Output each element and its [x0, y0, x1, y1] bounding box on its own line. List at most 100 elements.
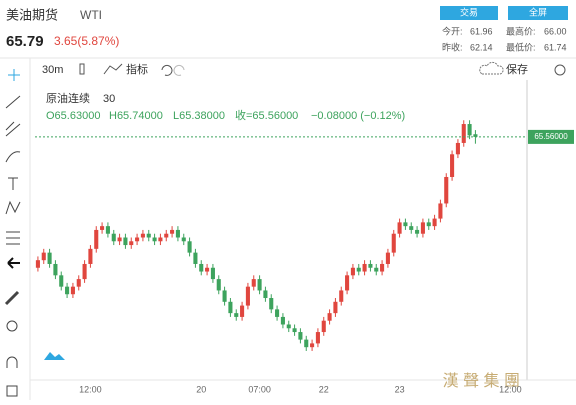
candle-body: [187, 241, 192, 253]
magnet-tool[interactable]: [6, 356, 18, 368]
candle-body: [222, 290, 227, 302]
candle-body: [420, 222, 425, 234]
ruler-tool[interactable]: [4, 290, 20, 306]
instrument-code: WTI: [80, 8, 102, 22]
zoom-tool[interactable]: [6, 320, 18, 332]
candle-body: [345, 275, 350, 291]
fullscreen-label[interactable]: 全屏: [529, 6, 547, 17]
cloud-icon[interactable]: [479, 61, 504, 75]
x-tick-label: 12:00: [79, 384, 102, 394]
candle-body: [240, 305, 245, 317]
candle-body: [210, 267, 215, 280]
candle-body: [59, 275, 64, 287]
stat-label: 最高价:: [506, 25, 536, 36]
candle-body: [380, 263, 385, 272]
candle-body: [321, 320, 326, 333]
candle-body: [409, 226, 414, 230]
candle-body: [292, 328, 297, 333]
stat-label: 今开:: [442, 25, 463, 36]
text-tool[interactable]: [8, 177, 18, 190]
brush-tool[interactable]: [5, 151, 21, 163]
measure-tool[interactable]: [6, 231, 20, 245]
candle-body: [397, 222, 402, 234]
candle-icon[interactable]: [79, 63, 85, 75]
candle-body: [368, 263, 373, 268]
candle-body: [234, 313, 239, 317]
candle-body: [263, 290, 268, 299]
candle-body: [164, 233, 169, 238]
indicator-icon[interactable]: [103, 63, 123, 75]
candle-body: [70, 286, 75, 295]
candle-body: [298, 332, 303, 340]
candle-body: [333, 301, 338, 314]
candle-body: [140, 233, 145, 238]
candle-body: [175, 229, 180, 238]
candle-body: [275, 309, 280, 317]
trade-label[interactable]: 交易: [460, 6, 478, 17]
legend-interval: 30: [103, 93, 115, 105]
candle-body: [105, 226, 110, 234]
candle-body: [403, 222, 408, 227]
candle-body: [438, 203, 443, 219]
candle-body: [385, 252, 390, 264]
x-tick-label: 20: [196, 384, 206, 394]
interval-button[interactable]: 30m: [42, 64, 63, 76]
price-label: 65.56000: [534, 132, 568, 141]
candle-body: [286, 324, 291, 329]
save-button[interactable]: 保存: [506, 62, 528, 76]
line-tool[interactable]: [5, 95, 21, 109]
legend-close: 收=65.56000: [235, 108, 298, 122]
candle-body: [100, 226, 105, 230]
candle-body: [117, 237, 122, 242]
candle-body: [53, 263, 58, 276]
stat-value: 61.74: [544, 42, 567, 52]
candle-body: [251, 279, 256, 287]
logo: [44, 352, 65, 360]
candle-body: [391, 233, 396, 253]
back-tool[interactable]: [7, 257, 20, 269]
stat-value: 62.14: [470, 42, 493, 52]
candle-body: [444, 176, 449, 204]
instrument-name: 美油期货: [6, 7, 58, 22]
legend-open: O65.63000: [46, 110, 100, 122]
x-tick-label: 07:00: [248, 384, 271, 394]
legend-change: −0.08000 (−0.12%): [311, 110, 405, 122]
candle-body: [199, 263, 204, 272]
candle-body: [304, 339, 309, 348]
legend-low: L65.38000: [173, 110, 225, 122]
x-tick-label: 22: [319, 384, 329, 394]
stat-label: 最低价:: [506, 41, 536, 52]
undo-icon[interactable]: [161, 64, 173, 76]
candle-body: [327, 313, 332, 321]
indicator-button[interactable]: 指标: [126, 62, 148, 76]
candle-body: [135, 237, 140, 242]
candle-body: [216, 279, 221, 291]
trade-button[interactable]: [440, 6, 498, 20]
candle-body: [170, 229, 175, 234]
candle-body: [146, 233, 151, 238]
fullscreen-button[interactable]: [508, 6, 568, 20]
candle-body: [257, 279, 262, 291]
candle-body: [374, 267, 379, 272]
candle-body: [450, 154, 455, 177]
candle-body: [473, 134, 478, 137]
candle-body: [426, 222, 431, 227]
candle-body: [245, 286, 250, 306]
candle-body: [47, 252, 52, 264]
candle-body: [315, 332, 320, 344]
candle-body: [181, 237, 186, 242]
drawing-tools: [4, 69, 21, 397]
lock-tool[interactable]: [6, 385, 18, 397]
redo-icon[interactable]: [173, 64, 185, 76]
price-label-box: [528, 129, 574, 144]
candle-body: [94, 229, 99, 249]
crosshair-tool[interactable]: [8, 69, 20, 81]
pattern-tool[interactable]: [5, 200, 21, 215]
fib-tool[interactable]: [5, 121, 21, 137]
x-tick-label: 23: [395, 384, 405, 394]
candle-body: [88, 248, 93, 264]
candle-body: [41, 252, 46, 261]
settings-icon[interactable]: [554, 64, 566, 76]
x-tick-label: 12:00: [499, 384, 522, 394]
